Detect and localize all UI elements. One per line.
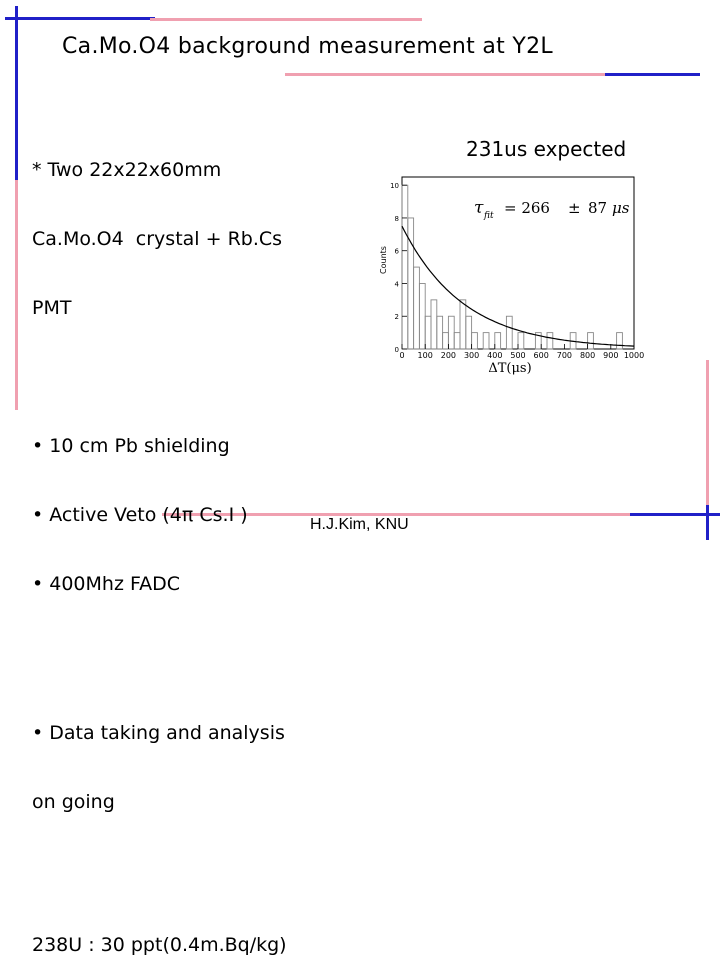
frame-left-pink-line [15, 180, 18, 410]
bullet-line: Ca.Mo.O4 crystal + Rb.Cs [32, 228, 283, 250]
histogram-bar [430, 299, 438, 350]
y-axis-label: Counts [379, 246, 388, 274]
fit-unit: μs [612, 199, 630, 217]
footer-blue-line [630, 513, 720, 516]
author-footer: H.J.Kim, KNU [310, 516, 409, 533]
histogram-bar [453, 332, 461, 350]
bullet-spacer [32, 366, 287, 389]
histogram-bar [436, 315, 444, 350]
histogram-bar [587, 332, 594, 350]
bullet-line: * Two 22x22x60mm [32, 159, 222, 181]
fit-tau-symbol: τ [474, 198, 484, 218]
bullet-line: PMT [32, 297, 72, 319]
bullet-line: • Data taking and analysis [32, 722, 285, 744]
x-tick-label: 400 [487, 351, 502, 360]
bullet-line: • 400Mhz FADC [32, 573, 181, 595]
histogram-bar [447, 315, 455, 350]
frame-left-blue-line [15, 6, 18, 186]
histogram-bar [418, 283, 426, 350]
histogram-bar [413, 266, 420, 350]
bullet-line: • 10 cm Pb shielding [32, 435, 230, 457]
histogram-bar [471, 332, 478, 350]
histogram-bar [517, 332, 525, 350]
fit-subscript: fit [483, 211, 494, 221]
x-tick-label: 900 [603, 351, 618, 360]
bullet-spacer [32, 860, 287, 888]
frame-top-blue-line [5, 17, 155, 20]
frame-right-pink-line [706, 360, 709, 510]
y-tick-label: 10 [390, 182, 399, 190]
fit-curve [401, 225, 635, 347]
bullet-line: 238U : 30 ppt(0.4m.Bq/kg) [32, 934, 287, 956]
expected-label: 231us expected [466, 137, 627, 161]
title-underline-pink [285, 73, 610, 76]
fit-plus-minus: ± [568, 199, 581, 217]
y-tick-label: 2 [395, 313, 399, 321]
x-tick-label: 800 [580, 351, 595, 360]
histogram-bar [459, 299, 467, 350]
slide-title: Ca.Mo.O4 background measurement at Y2L [62, 34, 553, 59]
histogram-bar [424, 315, 432, 350]
histogram-bar [616, 332, 623, 350]
histogram-bar [401, 184, 409, 350]
histogram-bar [494, 332, 502, 350]
histogram-bar [482, 332, 490, 350]
x-tick-label: 500 [510, 351, 525, 360]
title-underline-blue [605, 73, 700, 76]
y-tick-label: 0 [395, 346, 399, 354]
x-axis-label: ΔT(μs) [488, 361, 531, 376]
footer-pink-line [162, 513, 632, 516]
histogram-bar [442, 332, 449, 350]
fit-value: = 266 [504, 199, 550, 217]
x-tick-label: 200 [441, 351, 456, 360]
frame-right-blue-line [706, 505, 709, 540]
x-tick-label: 1000 [624, 351, 644, 360]
bullet-spacer [32, 642, 287, 676]
fit-error: 87 [588, 199, 607, 217]
histogram-bar [534, 332, 542, 350]
frame-top-pink-line [150, 18, 422, 21]
bullet-line: • Active Veto (4π Cs.I ) [32, 504, 248, 526]
bullet-line: on going [32, 791, 115, 813]
x-tick-label: 600 [534, 351, 549, 360]
x-tick-label: 100 [418, 351, 433, 360]
y-tick-label: 6 [395, 248, 400, 256]
decay-time-histogram: 0 100 200 300 400 500 600 700 800 900 1000 0 2 4 6 8 10 C… [379, 176, 644, 376]
y-tick-label: 4 [395, 280, 400, 288]
histogram-bar [505, 315, 513, 350]
bullet-list: * Two 22x22x60mm Ca.Mo.O4 crystal + Rb.C… [32, 113, 287, 980]
histogram-bar [465, 315, 473, 350]
y-tick-label: 8 [395, 215, 399, 223]
x-tick-label: 300 [464, 351, 479, 360]
x-tick-label: 0 [399, 351, 404, 360]
histogram-bar [546, 332, 554, 350]
x-tick-label: 700 [557, 351, 572, 360]
